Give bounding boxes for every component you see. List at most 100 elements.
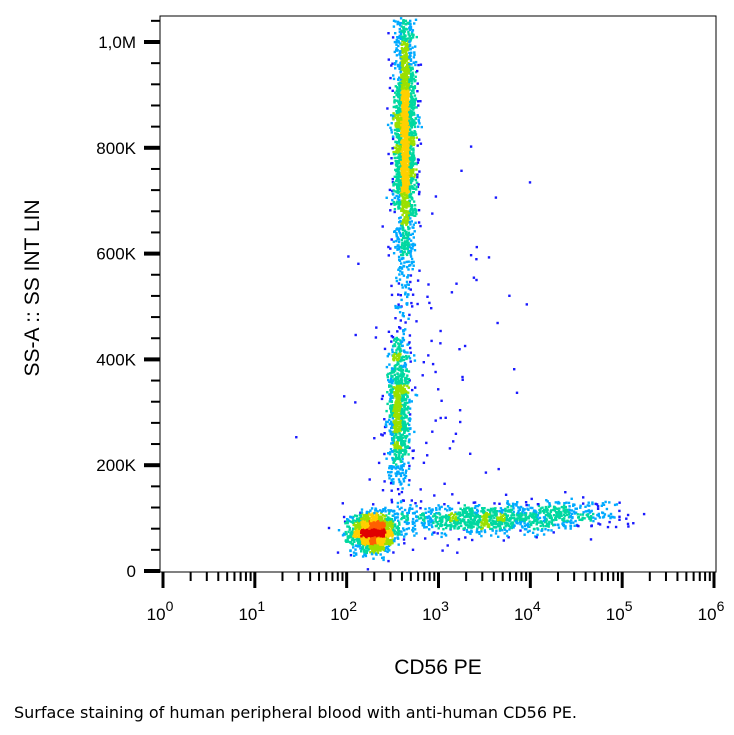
event-dot — [449, 525, 452, 528]
event-dot — [381, 523, 385, 526]
event-dot — [440, 515, 443, 519]
event-dot — [431, 508, 434, 511]
event-dot — [398, 345, 401, 349]
event-dot — [394, 415, 398, 419]
event-dot — [371, 545, 375, 549]
event-dot — [400, 464, 403, 467]
event-dot — [398, 53, 401, 56]
event-dot — [414, 393, 417, 397]
event-dot — [392, 370, 396, 373]
event-dot — [400, 160, 403, 163]
event-dot — [396, 244, 400, 247]
event-dot — [405, 147, 409, 150]
event-dot — [366, 519, 369, 523]
event-dot — [373, 524, 376, 527]
event-dot — [398, 165, 401, 169]
event-dot — [481, 509, 485, 512]
event-dot — [411, 187, 414, 190]
event-dot — [398, 259, 402, 262]
event-dot — [389, 247, 392, 250]
event-dot — [506, 500, 509, 503]
event-dot — [397, 466, 400, 470]
event-dot — [393, 337, 396, 341]
event-dot — [408, 413, 412, 416]
event-dot — [414, 173, 417, 177]
event-dot — [374, 507, 377, 510]
event-dot — [395, 144, 398, 147]
event-dot — [385, 424, 388, 428]
event-dot — [463, 522, 467, 525]
event-dot — [399, 183, 403, 186]
event-dot — [400, 149, 403, 153]
event-dot — [374, 532, 377, 536]
event-dot — [401, 336, 404, 340]
event-dot — [409, 139, 412, 143]
event-dot — [382, 556, 385, 559]
event-dot — [401, 369, 404, 372]
event-dot — [398, 199, 401, 202]
event-dot — [411, 71, 414, 74]
event-dot — [408, 509, 411, 512]
event-dot — [409, 27, 412, 31]
event-dot — [393, 404, 396, 407]
event-dot — [414, 75, 417, 78]
event-dot — [410, 301, 413, 305]
event-dot — [427, 522, 430, 526]
event-dot — [503, 526, 506, 529]
event-dot — [404, 173, 408, 177]
event-dot — [390, 527, 394, 530]
event-dot — [376, 539, 379, 543]
event-dot — [405, 219, 409, 222]
event-dot — [406, 43, 409, 47]
event-dot — [427, 510, 430, 513]
event-dot — [406, 239, 409, 243]
event-dot — [386, 355, 389, 358]
event-dot — [398, 311, 402, 314]
event-dot — [494, 514, 498, 517]
event-dot — [475, 529, 479, 532]
event-dot — [389, 521, 392, 525]
event-dot — [394, 369, 397, 372]
event-dot — [416, 144, 419, 147]
event-dot — [408, 379, 411, 382]
event-dot — [403, 68, 407, 71]
event-dot — [411, 164, 414, 167]
event-dot — [404, 46, 407, 49]
event-dot — [405, 469, 408, 472]
event-dot — [360, 550, 363, 553]
event-dot — [497, 520, 501, 523]
event-dot — [397, 161, 401, 165]
event-dot — [376, 524, 380, 527]
event-dot — [406, 374, 409, 377]
event-dot — [379, 521, 383, 524]
event-dot — [410, 400, 413, 403]
event-dot — [406, 103, 410, 107]
event-dot — [393, 210, 396, 214]
event-dot — [388, 429, 391, 432]
event-dot — [409, 19, 412, 23]
event-dot — [477, 519, 480, 522]
event-dot — [406, 382, 409, 385]
event-dot — [414, 162, 418, 165]
event-dot — [414, 121, 417, 125]
event-dot — [361, 516, 364, 519]
event-dot — [405, 59, 408, 63]
event-dot — [411, 268, 414, 271]
event-dot — [400, 399, 404, 403]
event-dot — [401, 226, 405, 230]
event-dot — [391, 404, 395, 407]
event-dot — [402, 148, 406, 151]
event-dot — [405, 515, 409, 518]
event-dot — [367, 548, 370, 551]
event-dot — [351, 521, 355, 524]
event-dot — [407, 260, 410, 263]
event-dot — [397, 205, 401, 209]
event-dot — [355, 517, 359, 520]
event-dot — [369, 551, 372, 554]
event-dot — [409, 255, 413, 258]
event-dot — [399, 250, 402, 253]
event-dot — [399, 342, 402, 345]
event-dot — [506, 505, 509, 509]
event-dot — [371, 524, 375, 528]
event-dot — [385, 420, 388, 424]
